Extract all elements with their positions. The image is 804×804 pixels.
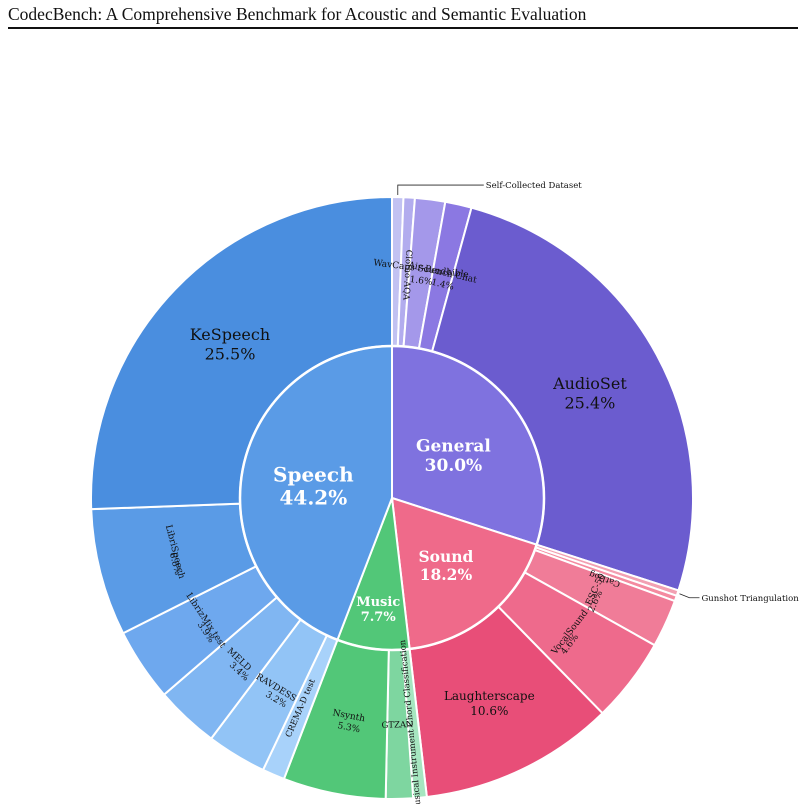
inner-label-value: 30.0%	[425, 456, 483, 476]
header-rule	[8, 27, 798, 29]
outer-label-name: Clotho-AQA	[400, 250, 413, 302]
outer-label-value: 1.6%	[409, 275, 433, 288]
paper-title: CodecBench: A Comprehensive Benchmark fo…	[8, 4, 587, 24]
paper-header: CodecBench: A Comprehensive Benchmark fo…	[0, 0, 804, 30]
leader-line	[397, 184, 484, 196]
outer-label-name: Gunshot Triangulation	[701, 594, 799, 604]
inner-ring-border	[238, 344, 546, 652]
outer-label-gtzan: GTZAN	[381, 720, 414, 731]
outer-label-name: Laughterscape	[444, 689, 535, 703]
outer-label-name: KeSpeech	[190, 325, 270, 344]
inner-ring	[238, 344, 546, 652]
outer-label-gunshot-triangulation: Gunshot Triangulation	[679, 593, 799, 604]
outer-label-clotho-aqa: Clotho-AQA	[400, 250, 413, 302]
outer-label-value: 25.5%	[205, 344, 256, 363]
outer-label-name: Self-Collected Dataset	[486, 181, 582, 191]
outer-label-name: GTZAN	[381, 720, 414, 731]
outer-label-value: 25.4%	[565, 394, 616, 413]
inner-label-name: Speech	[273, 462, 354, 486]
outer-label-value: 10.6%	[470, 704, 508, 718]
inner-label-value: 18.2%	[420, 565, 473, 584]
inner-label-name: General	[416, 437, 491, 457]
outer-label-self-collected-dataset: Self-Collected Dataset	[397, 181, 582, 196]
outer-label-value: 5.3%	[337, 721, 362, 735]
outer-label-name: AudioSet	[552, 374, 627, 393]
inner-label-name: Music	[356, 595, 400, 610]
inner-label-value: 44.2%	[279, 485, 347, 509]
inner-label-value: 7.7%	[361, 610, 397, 625]
outer-ring	[90, 195, 694, 800]
inner-label-name: Sound	[418, 547, 473, 566]
leader-line	[679, 593, 700, 599]
